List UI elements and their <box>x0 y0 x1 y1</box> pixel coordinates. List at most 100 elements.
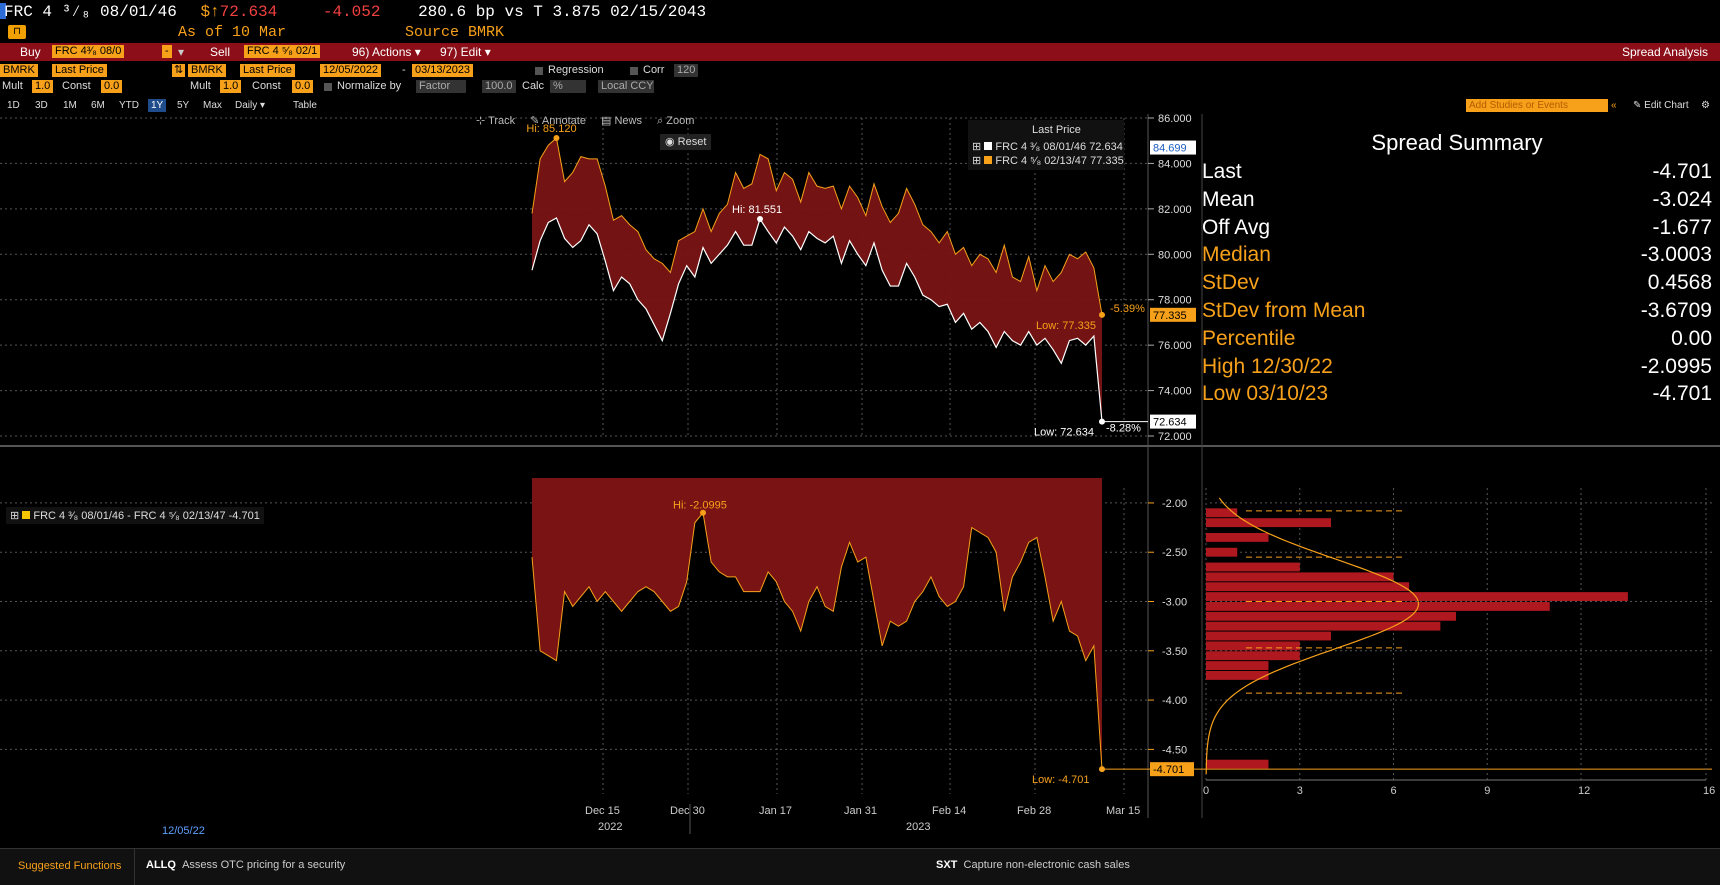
period-max[interactable]: Max <box>203 100 222 111</box>
x-year-label: 2023 <box>906 821 930 833</box>
period-1y[interactable]: 1Y <box>148 99 167 112</box>
hist-bar <box>1206 518 1331 528</box>
period-1d[interactable]: 1D <box>7 100 20 111</box>
period-5y[interactable]: 5Y <box>177 100 190 111</box>
field-2-select[interactable]: Last Price <box>240 64 295 77</box>
date-separator: - <box>402 64 406 76</box>
link-icon[interactable]: ⇅ <box>172 64 186 77</box>
period-3d[interactable]: 3D <box>35 100 48 111</box>
price-prefix: $↑ <box>200 3 220 21</box>
legend-expand-icon[interactable]: ⊞ <box>972 155 982 167</box>
mult-2-field[interactable]: 1.0 <box>220 80 242 93</box>
spread-low-marker <box>1099 766 1105 773</box>
x-tick-label: Feb 14 <box>932 805 966 817</box>
summary-key-3: Median <box>1202 243 1271 267</box>
legend-row-1: ⊞ FRC 4 ³⁄₈ 08/01/46 72.634 <box>972 140 1123 153</box>
chart-svg: Dec 15 Dec 30 Jan 17 Jan 31 Feb 14 Feb 28 Mar … <box>0 113 1720 837</box>
period-1m[interactable]: 1M <box>63 100 77 111</box>
chart-tools: ⊹ Track ✎ Annotate ▤ News ⌕ Zoom <box>476 114 694 130</box>
const-2-field[interactable]: 0.0 <box>292 80 314 93</box>
axis-tag-white-bg <box>1150 414 1196 429</box>
zoom-label: Zoom <box>666 115 695 127</box>
actions-menu[interactable]: 96) Actions ▾ <box>352 45 421 59</box>
zoom-button[interactable]: ⌕ Zoom <box>657 115 695 127</box>
hist-bar <box>1206 621 1441 631</box>
reset-button[interactable]: ◉ Reset <box>660 134 712 150</box>
normalize-checkbox[interactable] <box>324 83 332 91</box>
y-tick-label-lower: -3.50 <box>1162 646 1187 658</box>
legend-expand-icon[interactable]: ⊞ <box>10 510 20 522</box>
spread-low-label: Low: -4.701 <box>1032 774 1089 786</box>
track-button[interactable]: ⊹ Track <box>476 115 516 127</box>
function-sxt[interactable]: SXT Capture non-electronic cash sales <box>936 859 1130 871</box>
collapse-icon[interactable]: « <box>1611 100 1617 111</box>
source-1-field[interactable]: BMRK <box>0 64 38 77</box>
spread-line <box>531 511 1103 770</box>
hist-bar <box>1206 508 1238 518</box>
hist-x-tick: 6 <box>1391 785 1397 797</box>
hist-bar <box>1206 592 1628 602</box>
y-tick-label-upper: 82.000 <box>1158 204 1192 216</box>
hist-normal-curve <box>1205 497 1420 775</box>
mult-1-field[interactable]: 1.0 <box>32 80 54 93</box>
corr-window-field[interactable]: 120 <box>674 64 699 77</box>
series-line-white <box>531 217 1103 422</box>
annotate-button[interactable]: ✎ Annotate <box>530 115 586 127</box>
legend-swatch-yellow <box>22 511 31 519</box>
hist-x-tick: 16 <box>1703 785 1715 797</box>
high-label-orange: Hi: 85.120 <box>526 123 576 135</box>
y-tick-label-upper: 86.000 <box>1158 114 1192 125</box>
hist-bar <box>1206 582 1410 592</box>
factor-select[interactable]: Factor <box>416 80 466 93</box>
lock-icon[interactable]: ⊓ <box>8 25 26 39</box>
y-tick-label-upper: 72.000 <box>1158 431 1192 443</box>
hist-x-tick: 12 <box>1578 785 1590 797</box>
currency-select[interactable]: Local CCY <box>598 80 654 93</box>
function-allq[interactable]: ALLQ Assess OTC pricing for a security <box>146 859 345 871</box>
edit-chart-label: Edit Chart <box>1644 100 1689 111</box>
end-date-field[interactable]: 03/13/2023 <box>412 64 474 77</box>
gear-icon[interactable]: ⚙ <box>1701 100 1710 111</box>
const-1-field[interactable]: 0.0 <box>101 80 123 93</box>
period-ytd[interactable]: YTD <box>119 100 139 111</box>
summary-value-7: -2.0995 <box>1640 354 1712 378</box>
axis-tag-orange-bg <box>1150 307 1196 322</box>
regression-checkbox[interactable] <box>535 67 543 75</box>
news-button[interactable]: ▤ News <box>601 115 642 127</box>
buy-security-field[interactable]: FRC 4³⁄₈ 08/0 <box>52 45 125 58</box>
chevron-down-icon[interactable]: ▾ <box>178 45 185 59</box>
x-tick-label: Dec 15 <box>585 805 620 817</box>
hist-bar <box>1206 631 1331 641</box>
x-tick-label: Feb 28 <box>1017 805 1051 817</box>
y-tick-label-upper: 74.000 <box>1158 386 1192 398</box>
summary-key-4: StDev <box>1202 271 1260 295</box>
start-date-field[interactable]: 12/05/2022 <box>320 64 382 77</box>
axis-tag-white: 72.634 <box>1153 417 1187 429</box>
settings-row-2: Mult 1.0 Const 0.0 Mult 1.0 Const 0.0 No… <box>0 79 1720 94</box>
source-2-field[interactable]: BMRK <box>188 64 226 77</box>
legend-row-2: ⊞ FRC 4 ⁵⁄₈ 02/13/47 77.335 <box>972 154 1124 167</box>
field-1-select[interactable]: Last Price <box>52 64 107 77</box>
buy-dropdown[interactable]: - <box>162 45 172 58</box>
sell-security-field[interactable]: FRC 4 ⁵⁄₈ 02/1 <box>244 45 321 58</box>
function-allq-desc: Assess OTC pricing for a security <box>182 859 346 871</box>
edit-menu[interactable]: 97) Edit ▾ <box>440 45 491 59</box>
suggested-functions-label: Suggested Functions <box>18 860 122 872</box>
corr-label: Corr <box>643 64 665 76</box>
legend-expand-icon[interactable]: ⊞ <box>972 141 982 153</box>
calc-select[interactable]: % <box>550 80 586 93</box>
chart-area: Dec 15 Dec 30 Jan 17 Jan 31 Feb 14 Feb 28 Mar … <box>0 113 1720 837</box>
period-6m[interactable]: 6M <box>91 100 105 111</box>
x-year-label: 2022 <box>598 821 622 833</box>
price-legend: Last Price ⊞ FRC 4 ³⁄₈ 08/01/46 72.634 ⊞… <box>968 120 1124 170</box>
high-marker-white <box>757 216 763 223</box>
corr-checkbox[interactable] <box>630 67 638 75</box>
ticker[interactable]: FRC 4 ³⁄₈ 08/01/46 <box>4 3 177 21</box>
frequency-select[interactable]: Daily ▾ <box>235 100 266 111</box>
function-allq-code: ALLQ <box>146 859 176 871</box>
legend-value-1: 72.634 <box>1089 141 1123 153</box>
edit-chart-button[interactable]: ✎ Edit Chart <box>1633 100 1689 111</box>
table-button[interactable]: Table <box>293 100 317 111</box>
factor-value-field[interactable]: 100.0 <box>482 80 516 93</box>
add-studies-field[interactable]: Add Studies or Events <box>1466 99 1608 112</box>
